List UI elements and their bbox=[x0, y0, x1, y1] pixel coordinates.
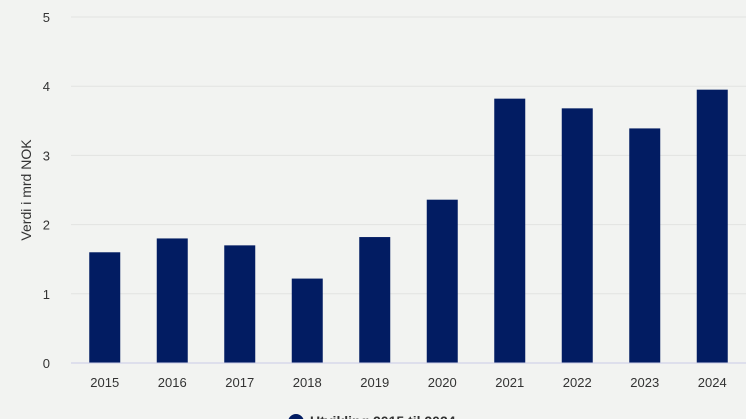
y-axis-label: Verdi i mrd NOK bbox=[18, 139, 34, 241]
y-tick-label: 1 bbox=[43, 287, 50, 302]
bar-2018[interactable] bbox=[291, 278, 323, 363]
legend-marker[interactable] bbox=[288, 414, 304, 419]
bar-2023[interactable] bbox=[629, 128, 661, 363]
bar-2017[interactable] bbox=[224, 245, 256, 363]
y-tick-label: 5 bbox=[43, 10, 50, 25]
bar-2022[interactable] bbox=[561, 108, 593, 364]
x-tick-label: 2017 bbox=[225, 375, 254, 390]
bar-2016[interactable] bbox=[156, 238, 188, 363]
x-tick-label: 2019 bbox=[360, 375, 389, 390]
bar-2020[interactable] bbox=[426, 199, 458, 363]
x-tick-label: 2024 bbox=[698, 375, 727, 390]
y-tick-label: 4 bbox=[43, 79, 50, 94]
bars bbox=[89, 89, 728, 364]
x-tick-label: 2016 bbox=[158, 375, 187, 390]
bar-2021[interactable] bbox=[494, 98, 526, 363]
y-tick-label: 0 bbox=[43, 356, 50, 371]
x-tick-label: 2018 bbox=[293, 375, 322, 390]
y-tick-labels: 0 1 2 3 4 5 bbox=[43, 10, 50, 371]
y-tick-label: 3 bbox=[43, 148, 50, 163]
x-tick-label: 2015 bbox=[90, 375, 119, 390]
bar-2024[interactable] bbox=[696, 89, 728, 363]
x-tick-labels: 2015 2016 2017 2018 2019 2020 2021 2022 2023 2024 bbox=[90, 375, 726, 390]
x-tick-label: 2020 bbox=[428, 375, 457, 390]
legend-label[interactable]: Utvikling 2015 til 2024 bbox=[310, 413, 456, 419]
x-tick-label: 2022 bbox=[563, 375, 592, 390]
bar-2019[interactable] bbox=[359, 237, 391, 363]
x-tick-label: 2021 bbox=[495, 375, 524, 390]
legend[interactable]: Utvikling 2015 til 2024 bbox=[288, 413, 456, 419]
x-tick-label: 2023 bbox=[630, 375, 659, 390]
bar-2015[interactable] bbox=[89, 252, 121, 363]
y-tick-label: 2 bbox=[43, 218, 50, 233]
